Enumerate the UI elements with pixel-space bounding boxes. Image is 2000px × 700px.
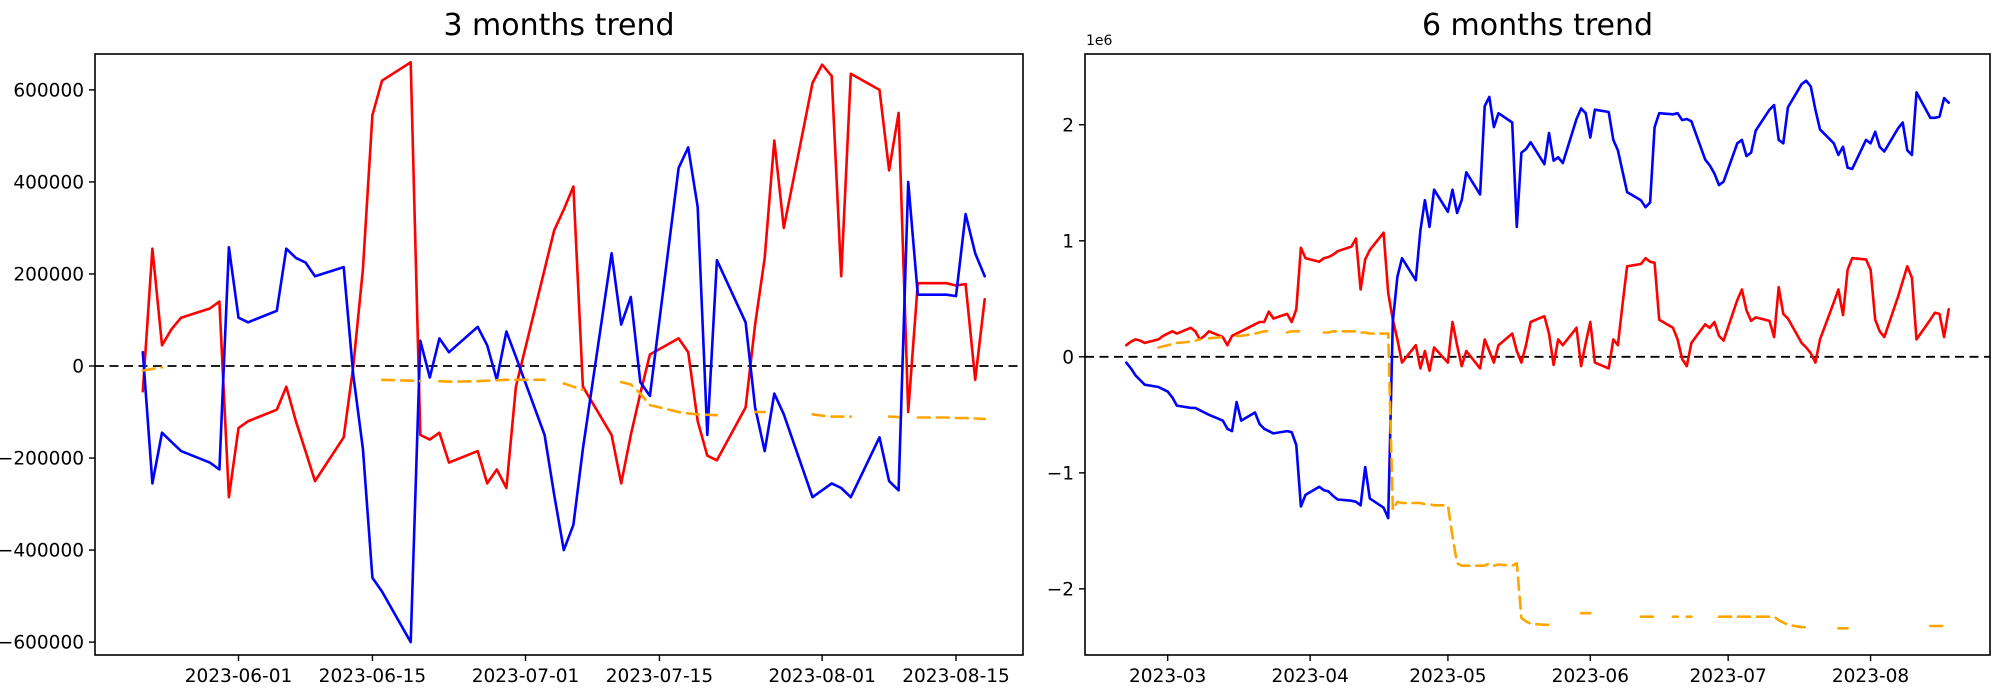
y-tick-label: −600000 (0, 633, 84, 654)
y-tick-label: 400000 (13, 172, 84, 193)
y-axis-offset-label: 1e6 (1086, 33, 1113, 49)
x-tick-label: 2023-07-15 (606, 666, 714, 687)
x-tick-label: 2023-08-15 (902, 666, 1010, 687)
y-tick-label: −1 (1047, 463, 1074, 484)
orange-dashed-line (141, 366, 986, 421)
red-line (1125, 231, 1950, 372)
y-tick-label: −2 (1047, 579, 1074, 600)
blue-line (141, 146, 986, 644)
y-tick-label: 2 (1062, 115, 1074, 136)
y-tick-label: 600000 (13, 80, 84, 101)
x-tick-label: 2023-06-15 (319, 666, 427, 687)
chart-title-3-months: 3 months trend (443, 8, 675, 43)
y-tick-label: −400000 (0, 541, 84, 562)
x-tick-label: 2023-08-01 (768, 666, 876, 687)
y-tick-label: 1 (1062, 231, 1074, 252)
y-tick-label: 0 (1062, 347, 1074, 368)
x-tick-label: 2023-07-01 (472, 666, 580, 687)
plot-border (94, 53, 1024, 656)
x-tick-label: 2023-03 (1129, 666, 1206, 687)
y-tick-label: −200000 (0, 449, 84, 470)
x-tick-label: 2023-05 (1409, 666, 1486, 687)
x-tick-label: 2023-08 (1832, 666, 1909, 687)
x-tick-label: 2023-06-01 (185, 666, 293, 687)
x-tick-label: 2023-06 (1552, 666, 1629, 687)
plot-border (1084, 53, 1991, 656)
blue-line (1125, 79, 1950, 520)
red-line (141, 61, 986, 499)
y-tick-label: 200000 (13, 264, 84, 285)
chart-title-6-months: 6 months trend (1421, 8, 1654, 43)
orange-dashed-line (1157, 330, 1950, 630)
y-tick-label: 0 (72, 357, 84, 378)
x-tick-label: 2023-04 (1271, 666, 1348, 687)
x-tick-label: 2023-07 (1689, 666, 1766, 687)
